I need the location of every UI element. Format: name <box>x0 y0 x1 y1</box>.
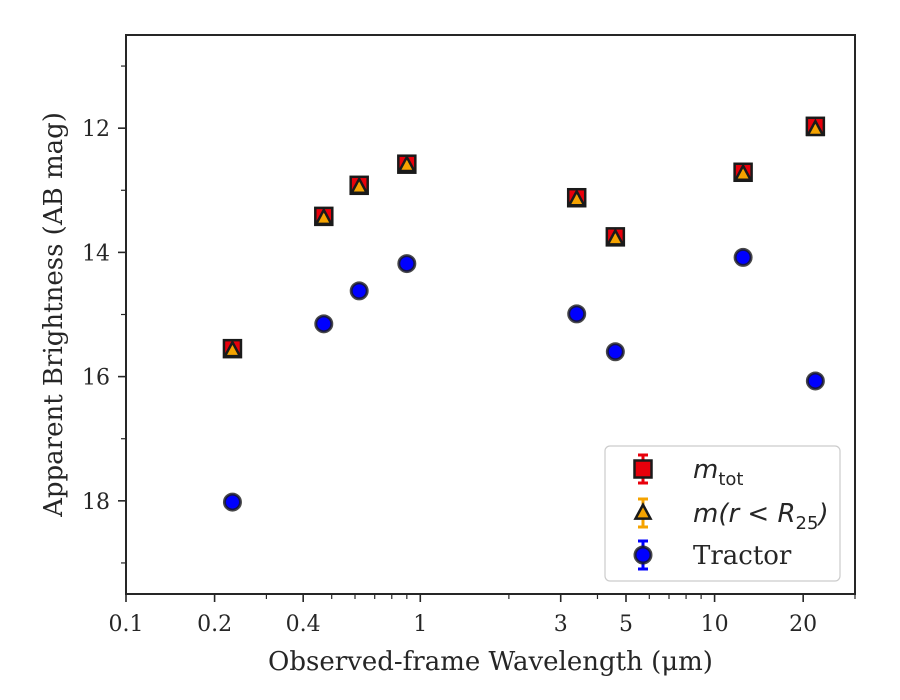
legend-label: Tractor <box>693 541 792 571</box>
y-tick-label: 12 <box>82 117 110 142</box>
x-tick-label: 0.4 <box>286 612 321 637</box>
legend-label: mtot <box>693 455 743 490</box>
legend-item: m(r < R25) <box>633 497 829 534</box>
legend-box <box>604 445 841 582</box>
x-tick-label: 1 <box>413 612 427 637</box>
x-tick-label: 10 <box>701 612 729 637</box>
legend-square-icon <box>633 459 653 479</box>
y-axis: 12 14 16 18 <box>82 65 126 564</box>
legend-circle-icon <box>633 545 653 565</box>
data-markers <box>222 116 826 512</box>
x-axis: 0.1 0.2 0.4 1 3 5 10 20 <box>109 594 856 637</box>
series-triangle <box>222 118 825 358</box>
series-square <box>222 116 826 359</box>
x-tick-label: 3 <box>554 612 568 637</box>
x-tick-label: 5 <box>619 612 633 637</box>
legend-label: m(r < R25) <box>693 499 829 534</box>
x-tick-label: 20 <box>789 612 817 637</box>
series-circle <box>222 247 825 512</box>
x-axis-title: Observed-frame Wavelength (μm) <box>268 647 713 677</box>
legend-item: mtot <box>633 453 743 490</box>
y-axis-title: Apparent Brightness (AB mag) <box>39 112 69 518</box>
x-tick-label: 0.1 <box>109 612 144 637</box>
legend: mtot m(r < R25) Tractor <box>604 445 841 582</box>
y-tick-label: 14 <box>82 241 110 266</box>
y-tick-label: 16 <box>82 366 110 391</box>
legend-item: Tractor <box>633 539 792 571</box>
x-tick-label: 0.2 <box>197 612 232 637</box>
y-tick-label: 18 <box>82 490 110 515</box>
legend-triangle-icon <box>633 502 653 520</box>
